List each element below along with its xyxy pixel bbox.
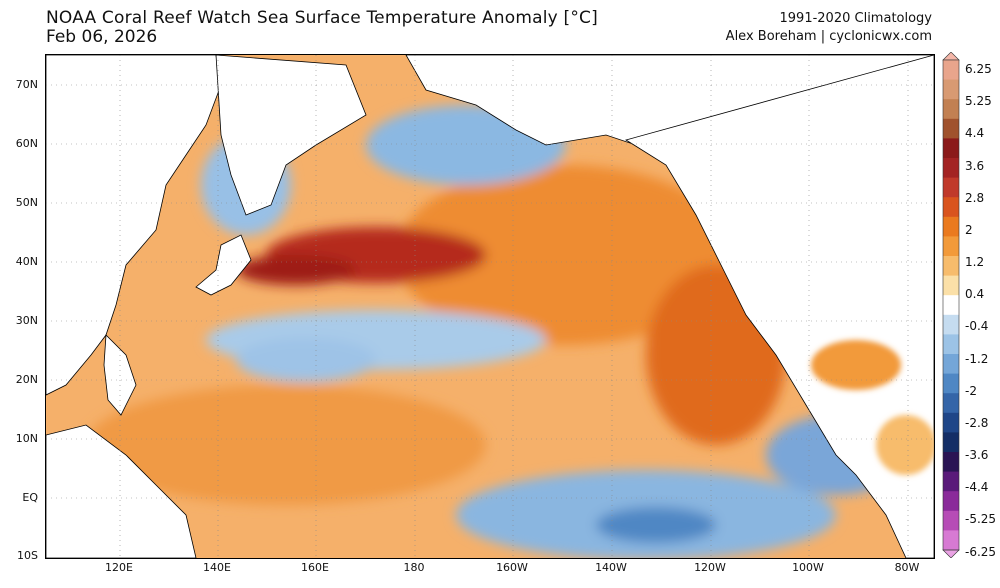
colorbar-tick-label: 2.8: [965, 190, 985, 205]
colorbar-tick-label: -6.25: [965, 544, 997, 559]
colorbar-swatch: [943, 99, 959, 120]
colorbar-swatch: [943, 60, 959, 81]
caribbean: [876, 415, 934, 475]
colorbar-tick-label: 1.2: [965, 255, 985, 270]
colorbar-swatch: [943, 530, 959, 551]
colorbar-swatch: [943, 393, 959, 414]
colorbar-swatch: [943, 510, 959, 531]
colorbar-extend-top: [942, 52, 960, 61]
colorbar-swatch: [943, 275, 959, 296]
lon-label: 140W: [595, 561, 627, 574]
map-canvas: [46, 55, 934, 558]
landmass-japan: [195, 234, 252, 296]
map-date: Feb 06, 2026: [46, 27, 158, 47]
lon-label: 160W: [496, 561, 528, 574]
colorbar-tick-label: 0.4: [965, 287, 985, 302]
colorbar-swatch: [943, 452, 959, 473]
colorbar-swatch: [943, 471, 959, 492]
lat-label: 70N: [15, 78, 38, 91]
colorbar-swatch: [943, 334, 959, 355]
sst-anomaly-map: [45, 54, 935, 559]
colorbar-swatch: [943, 256, 959, 277]
lon-label: 80W: [894, 561, 920, 574]
lat-label: 20N: [15, 373, 38, 386]
colorbar-tick-label: -2: [965, 383, 977, 398]
lon-label: 180: [403, 561, 425, 574]
colorbar-frame: [942, 59, 960, 551]
colorbar-tick-label: -4.4: [965, 480, 989, 495]
colorbar-tick-label: 2: [965, 222, 973, 237]
anomaly-cool-deep: [596, 507, 716, 543]
anomaly-warm-central: [396, 165, 736, 345]
colorbar-tick-label: 3.6: [965, 158, 985, 173]
colorbar-tick-label: 6.25: [965, 62, 992, 76]
colorbar-swatch: [943, 295, 959, 316]
landmass-kamchatka: [215, 55, 367, 216]
lon-label: 140E: [203, 561, 231, 574]
gulf-of-mexico: [811, 340, 901, 390]
lon-label: 120W: [694, 561, 726, 574]
colorbar-swatch: [943, 158, 959, 179]
anomaly-kuroshio-hot-2: [236, 255, 356, 285]
colorbar-swatch: [943, 354, 959, 375]
lat-label: EQ: [22, 491, 38, 504]
colorbar-swatch: [943, 236, 959, 257]
lat-label: 60N: [15, 137, 38, 150]
colorbar-swatch: [943, 491, 959, 512]
landmass-maritime-continent: [46, 424, 197, 558]
colorbar-tick-label: -0.4: [965, 319, 989, 334]
colorbar-tick-label: -5.25: [965, 512, 997, 527]
lon-label: 160E: [301, 561, 329, 574]
map-title: NOAA Coral Reef Watch Sea Surface Temper…: [46, 8, 598, 28]
colorbar-tick-label: -1.2: [965, 351, 989, 366]
anomaly-cool-subtropical-2: [236, 338, 376, 382]
lat-label: 10S: [17, 549, 38, 562]
colorbar-tick-label: 5.25: [965, 94, 992, 109]
landmass-north-america: [625, 55, 934, 558]
anomaly-warm-west-pacific: [86, 385, 486, 505]
colorbar-swatch: [943, 314, 959, 335]
lat-label: 10N: [15, 432, 38, 445]
lon-label: 120E: [105, 561, 133, 574]
lon-label: 100W: [792, 561, 824, 574]
lat-label: 40N: [15, 255, 38, 268]
colorbar-extend-bottom: [942, 549, 960, 558]
colorbar-swatch: [943, 118, 959, 139]
colorbar-tick-label: -3.6: [965, 448, 989, 463]
author-credit: Alex Boreham | cyclonicwx.com: [725, 29, 932, 44]
colorbar-swatch: [943, 412, 959, 433]
colorbar-swatch: [943, 197, 959, 218]
lat-label: 30N: [15, 314, 38, 327]
colorbar-swatch: [943, 373, 959, 394]
colorbar-swatch: [943, 138, 959, 159]
lat-label: 50N: [15, 196, 38, 209]
colorbar-swatch: [943, 432, 959, 453]
colorbar: [942, 52, 960, 558]
colorbar-swatch: [943, 177, 959, 198]
climatology-label: 1991-2020 Climatology: [779, 11, 932, 26]
colorbar-swatch: [943, 79, 959, 100]
colorbar-tick-label: -2.8: [965, 415, 989, 430]
colorbar-tick-label: 4.4: [965, 126, 985, 141]
colorbar-swatch: [943, 216, 959, 237]
